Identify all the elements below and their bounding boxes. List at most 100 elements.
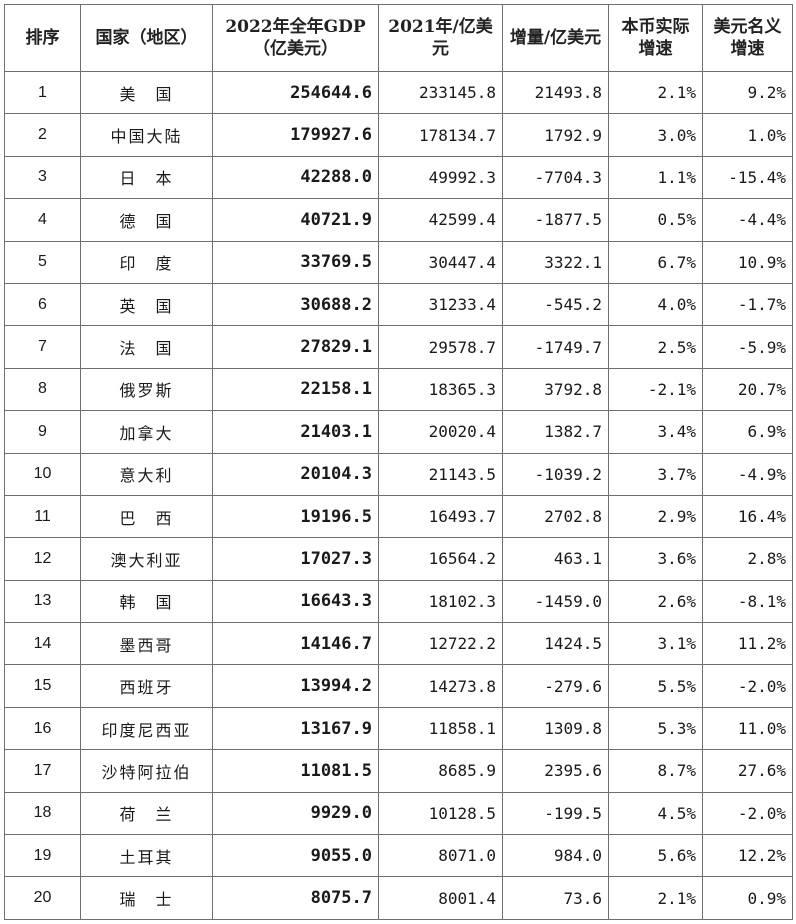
nominal-growth-cell: 9.2% [702, 70, 793, 115]
table-row: 10 意大利 20104.3 21143.5 -1039.2 3.7% -4.9% [4, 452, 793, 496]
rank-cell: 2 [4, 113, 81, 157]
header-gdp-2022: 2022年全年GDP（亿美元） [212, 4, 379, 72]
real-growth-cell: 1.1% [608, 155, 703, 200]
country-cell: 德 国 [80, 198, 213, 242]
real-growth-cell: 2.6% [608, 579, 703, 624]
gdp-2021-cell: 8001.4 [378, 876, 503, 920]
header-real-growth: 本币实际增速 [608, 4, 703, 72]
rank-cell: 9 [4, 410, 81, 454]
header-rank: 排序 [4, 4, 81, 72]
gdp-2021-cell: 178134.7 [378, 113, 503, 157]
country-cell: 加拿大 [80, 410, 213, 454]
increase-cell: 2395.6 [502, 749, 609, 793]
increase-cell: -545.2 [502, 282, 609, 327]
header-increase: 增量/亿美元 [502, 4, 609, 72]
real-growth-cell: 6.7% [608, 240, 703, 284]
increase-cell: -1459.0 [502, 579, 609, 624]
country-cell: 英 国 [80, 282, 213, 327]
nominal-growth-cell: 20.7% [702, 367, 793, 412]
gdp-2021-cell: 18365.3 [378, 367, 503, 412]
gdp-2021-cell: 11858.1 [378, 706, 503, 751]
gdp-2022-cell: 27829.1 [212, 325, 379, 369]
nominal-growth-cell: 16.4% [702, 494, 793, 539]
table-row: 16 印度尼西亚 13167.9 11858.1 1309.8 5.3% 11.0% [4, 706, 793, 751]
increase-cell: -1877.5 [502, 198, 609, 242]
gdp-2021-cell: 233145.8 [378, 70, 503, 115]
table-row: 14 墨西哥 14146.7 12722.2 1424.5 3.1% 11.2% [4, 622, 793, 666]
real-growth-cell: 8.7% [608, 749, 703, 793]
rank-cell: 14 [4, 622, 81, 666]
nominal-growth-cell: -8.1% [702, 579, 793, 624]
rank-cell: 10 [4, 452, 81, 496]
country-cell: 美 国 [80, 70, 213, 115]
gdp-2022-cell: 22158.1 [212, 367, 379, 412]
gdp-2022-cell: 40721.9 [212, 198, 379, 242]
rank-cell: 4 [4, 198, 81, 242]
rank-cell: 16 [4, 706, 81, 751]
nominal-growth-cell: -4.9% [702, 452, 793, 496]
table-row: 13 韩 国 16643.3 18102.3 -1459.0 2.6% -8.1% [4, 579, 793, 624]
real-growth-cell: -2.1% [608, 367, 703, 412]
country-cell: 巴 西 [80, 494, 213, 539]
rank-cell: 13 [4, 579, 81, 624]
gdp-2022-cell: 9929.0 [212, 791, 379, 836]
header-nominal-growth: 美元名义增速 [702, 4, 793, 72]
real-growth-cell: 4.0% [608, 282, 703, 327]
country-cell: 瑞 士 [80, 876, 213, 920]
nominal-growth-cell: 1.0% [702, 113, 793, 157]
gdp-2022-cell: 11081.5 [212, 749, 379, 793]
gdp-2022-cell: 14146.7 [212, 622, 379, 666]
real-growth-cell: 5.6% [608, 834, 703, 878]
increase-cell: -199.5 [502, 791, 609, 836]
table-row: 18 荷 兰 9929.0 10128.5 -199.5 4.5% -2.0% [4, 791, 793, 836]
table-row: 11 巴 西 19196.5 16493.7 2702.8 2.9% 16.4% [4, 494, 793, 539]
nominal-growth-cell: -4.4% [702, 198, 793, 242]
gdp-2021-cell: 49992.3 [378, 155, 503, 200]
increase-cell: 3322.1 [502, 240, 609, 284]
country-cell: 西班牙 [80, 664, 213, 708]
gdp-2022-cell: 8075.7 [212, 876, 379, 920]
gdp-2021-cell: 8685.9 [378, 749, 503, 793]
rank-cell: 11 [4, 494, 81, 539]
real-growth-cell: 0.5% [608, 198, 703, 242]
gdp-2022-cell: 16643.3 [212, 579, 379, 624]
table-row: 15 西班牙 13994.2 14273.8 -279.6 5.5% -2.0% [4, 664, 793, 708]
real-growth-cell: 2.1% [608, 876, 703, 920]
increase-cell: 3792.8 [502, 367, 609, 412]
nominal-growth-cell: -5.9% [702, 325, 793, 369]
increase-cell: 21493.8 [502, 70, 609, 115]
nominal-growth-cell: 0.9% [702, 876, 793, 920]
real-growth-cell: 2.9% [608, 494, 703, 539]
nominal-growth-cell: 12.2% [702, 834, 793, 878]
header-gdp-2021: 2021年/亿美元 [378, 4, 503, 72]
country-cell: 墨西哥 [80, 622, 213, 666]
nominal-growth-cell: -1.7% [702, 282, 793, 327]
country-cell: 印度尼西亚 [80, 706, 213, 751]
increase-cell: 2702.8 [502, 494, 609, 539]
gdp-2021-cell: 20020.4 [378, 410, 503, 454]
increase-cell: 1792.9 [502, 113, 609, 157]
nominal-growth-cell: 6.9% [702, 410, 793, 454]
gdp-2021-cell: 30447.4 [378, 240, 503, 284]
real-growth-cell: 4.5% [608, 791, 703, 836]
real-growth-cell: 5.5% [608, 664, 703, 708]
nominal-growth-cell: -2.0% [702, 791, 793, 836]
rank-cell: 3 [4, 155, 81, 200]
table-row: 12 澳大利亚 17027.3 16564.2 463.1 3.6% 2.8% [4, 537, 793, 581]
nominal-growth-cell: 27.6% [702, 749, 793, 793]
real-growth-cell: 3.7% [608, 452, 703, 496]
gdp-2021-cell: 21143.5 [378, 452, 503, 496]
rank-cell: 20 [4, 876, 81, 920]
nominal-growth-cell: -2.0% [702, 664, 793, 708]
country-cell: 法 国 [80, 325, 213, 369]
country-cell: 中国大陆 [80, 113, 213, 157]
country-cell: 俄罗斯 [80, 367, 213, 412]
country-cell: 荷 兰 [80, 791, 213, 836]
nominal-growth-cell: 11.2% [702, 622, 793, 666]
nominal-growth-cell: 2.8% [702, 537, 793, 581]
